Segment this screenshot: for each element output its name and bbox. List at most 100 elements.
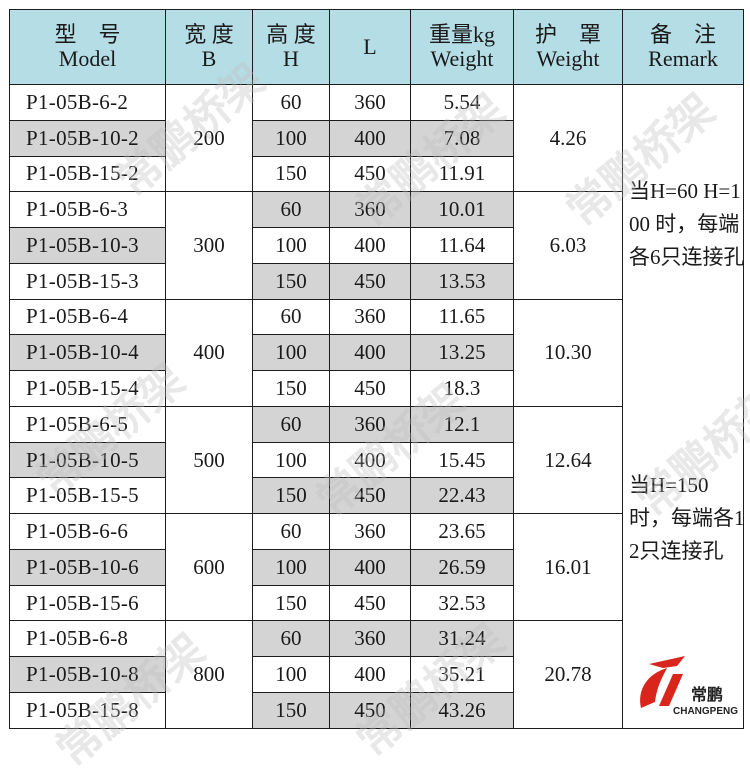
model-cell: P1-05B-15-2 bbox=[9, 155, 166, 193]
length-l-cell: 400 bbox=[329, 227, 411, 264]
table-row: P1-05B-15-4 150 450 18.3 bbox=[9, 370, 744, 407]
column-header: L bbox=[329, 9, 411, 85]
model-cell: P1-05B-6-2 bbox=[9, 84, 166, 121]
height-h-cell: 60 bbox=[252, 298, 330, 336]
weight-cell: 13.53 bbox=[410, 262, 514, 300]
length-l-cell: 360 bbox=[329, 620, 411, 658]
height-h-cell: 60 bbox=[252, 620, 330, 658]
height-h-cell: 150 bbox=[252, 370, 330, 407]
model-cell: P1-05B-15-4 bbox=[9, 370, 166, 407]
width-b-cell: 300 bbox=[165, 191, 253, 300]
length-l-cell: 450 bbox=[329, 370, 411, 407]
weight-cell: 35.21 bbox=[410, 656, 514, 694]
model-cell: P1-05B-15-8 bbox=[9, 692, 166, 729]
guard-weight-cell: 20.78 bbox=[513, 620, 623, 729]
remark-cell: 当H=60 H=100 时，每端各6只连接孔 当H=150 时，每端各12只连接孔… bbox=[622, 84, 745, 729]
model-cell: P1-05B-10-3 bbox=[9, 227, 166, 264]
model-cell: P1-05B-10-8 bbox=[9, 656, 166, 694]
width-b-cell: 200 bbox=[165, 83, 253, 193]
table-row: P1-05B-10-2 100 400 7.08 bbox=[9, 119, 744, 157]
table-row: P1-05B-6-2 200 60 360 5.54 4.26 当H=60 H=100 时，… bbox=[9, 83, 745, 729]
height-h-cell: 150 bbox=[252, 692, 330, 729]
table-row: P1-05B-15-8 150 450 43.26 bbox=[9, 692, 744, 729]
table-row: P1-05B-6-5 500 60 360 12.1 12.64 bbox=[9, 405, 744, 515]
column-header: 型 号 Model bbox=[9, 9, 166, 85]
model-cell: P1-05B-10-2 bbox=[9, 119, 166, 157]
height-h-cell: 150 bbox=[252, 477, 330, 515]
length-l-cell: 450 bbox=[329, 155, 411, 193]
length-l-cell: 400 bbox=[329, 548, 411, 586]
height-h-cell: 150 bbox=[252, 584, 330, 622]
column-header-en: Weight bbox=[430, 46, 494, 71]
column-header-cn: 型 号 bbox=[54, 22, 121, 47]
height-h-cell: 100 bbox=[252, 119, 330, 157]
column-header: 护 罩 Weight bbox=[513, 9, 623, 85]
weight-cell: 15.45 bbox=[410, 441, 514, 479]
table-row: P1-05B-10-6 100 400 26.59 bbox=[9, 548, 744, 586]
height-h-cell: 60 bbox=[252, 513, 330, 550]
guard-weight-cell: 12.64 bbox=[513, 405, 623, 515]
model-cell: P1-05B-6-3 bbox=[9, 191, 166, 229]
length-l-cell: 400 bbox=[329, 334, 411, 372]
column-header-en: Remark bbox=[648, 46, 718, 71]
weight-cell: 11.91 bbox=[410, 155, 514, 193]
length-l-cell: 400 bbox=[329, 119, 411, 157]
model-cell: P1-05B-15-3 bbox=[9, 262, 166, 300]
column-header-cn: 高 度 bbox=[266, 22, 316, 47]
table-row: P1-05B-15-3 150 450 13.53 bbox=[9, 262, 744, 300]
height-h-cell: 60 bbox=[252, 405, 330, 443]
column-header-cn: 宽 度 bbox=[184, 22, 234, 47]
height-h-cell: 60 bbox=[252, 84, 330, 121]
weight-cell: 26.59 bbox=[410, 548, 514, 586]
model-cell: P1-05B-15-6 bbox=[9, 584, 166, 622]
height-h-cell: 60 bbox=[252, 191, 330, 229]
width-b-cell: 800 bbox=[165, 620, 253, 729]
table-row: P1-05B-15-6 150 450 32.53 bbox=[9, 584, 744, 622]
width-b-cell: 400 bbox=[165, 298, 253, 407]
weight-cell: 31.24 bbox=[410, 620, 514, 658]
length-l-cell: 400 bbox=[329, 656, 411, 694]
changpeng-logo-icon: 常鹏 CHANGPENG bbox=[640, 656, 738, 717]
table-row: P1-05B-6-6 600 60 360 23.65 16.01 bbox=[9, 513, 744, 622]
model-cell: P1-05B-15-5 bbox=[9, 477, 166, 515]
weight-cell: 13.25 bbox=[410, 334, 514, 372]
model-cell: P1-05B-10-6 bbox=[9, 548, 166, 586]
column-header-en: B bbox=[201, 46, 217, 71]
weight-cell: 32.53 bbox=[410, 584, 514, 622]
table-row: P1-05B-6-4 400 60 360 11.65 10.30 bbox=[9, 298, 744, 407]
height-h-cell: 100 bbox=[252, 441, 330, 479]
column-header: 备 注 Remark bbox=[622, 9, 744, 85]
length-l-cell: 450 bbox=[329, 262, 411, 300]
height-h-cell: 100 bbox=[252, 227, 330, 264]
table-row: P1-05B-15-5 150 450 22.43 bbox=[9, 477, 744, 515]
weight-cell: 22.43 bbox=[410, 477, 514, 515]
table-row: P1-05B-10-5 100 400 15.45 bbox=[9, 441, 744, 479]
length-l-cell: 360 bbox=[329, 405, 411, 443]
column-header-en: Weight bbox=[536, 46, 600, 71]
guard-weight-cell: 10.30 bbox=[513, 298, 623, 407]
weight-cell: 7.08 bbox=[410, 119, 514, 157]
length-l-cell: 400 bbox=[329, 441, 411, 479]
length-l-cell: 360 bbox=[329, 513, 411, 550]
length-l-cell: 450 bbox=[329, 477, 411, 515]
model-cell: P1-05B-6-4 bbox=[9, 298, 166, 336]
length-l-cell: 450 bbox=[329, 692, 411, 729]
column-header: 重量kg Weight bbox=[410, 9, 514, 85]
table-row: P1-05B-10-8 100 400 35.21 bbox=[9, 656, 744, 694]
length-l-cell: 360 bbox=[329, 84, 411, 121]
column-header-en: H bbox=[283, 46, 299, 71]
height-h-cell: 100 bbox=[252, 334, 330, 372]
weight-cell: 5.54 bbox=[410, 84, 514, 121]
column-header-en: L bbox=[363, 34, 377, 59]
table-row: P1-05B-6-8 800 60 360 31.24 20.78 bbox=[9, 620, 744, 729]
weight-cell: 11.64 bbox=[410, 227, 514, 264]
column-header-cn: 备 注 bbox=[649, 22, 716, 47]
weight-cell: 23.65 bbox=[410, 513, 514, 550]
guard-weight-cell: 4.26 bbox=[513, 83, 623, 193]
guard-weight-cell: 6.03 bbox=[513, 191, 623, 300]
